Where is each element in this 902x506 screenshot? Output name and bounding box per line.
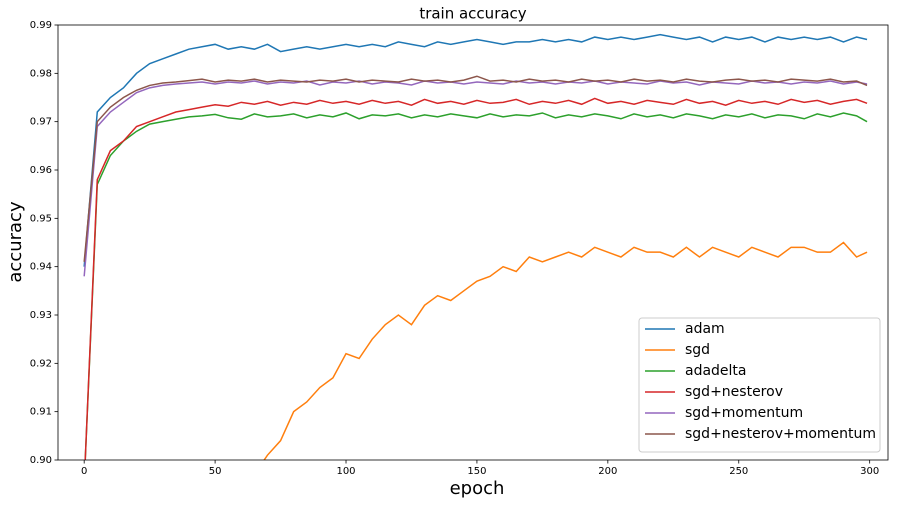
y-tick-label: 0.99 [30,20,52,31]
x-axis-label: epoch [450,478,505,499]
y-tick-label: 0.98 [30,68,52,79]
y-tick-label: 0.97 [30,117,52,128]
y-tick-label: 0.95 [30,213,52,224]
x-tick-label: 50 [209,466,222,477]
x-tick-label: 150 [467,466,486,477]
y-tick-label: 0.90 [30,455,52,466]
y-tick-label: 0.92 [30,358,52,369]
legend-label: sgd+momentum [685,405,803,421]
x-tick-label: 300 [860,466,879,477]
chart-title: train accuracy [419,5,526,23]
series-line [263,241,868,460]
legend-box [638,317,881,453]
legend-label: sgd+nesterov [685,384,783,400]
y-tick-label: 0.93 [30,310,52,321]
series-line [83,80,868,277]
x-tick-label: 100 [336,466,355,477]
series-line [84,97,868,460]
y-axis-label: accuracy [5,201,26,283]
series-line [83,75,868,262]
legend-label: adam [685,321,725,337]
plot-lines [83,33,868,460]
legend-label: sgd [685,342,710,358]
legend-label: sgd+nesterov+momentum [685,426,876,442]
x-tick-label: 250 [729,466,748,477]
y-tick-label: 0.96 [30,165,52,176]
plot-frame [57,24,889,461]
series-line [83,33,868,267]
x-tick-label: 200 [598,466,617,477]
legend-label: adadelta [685,363,747,379]
y-tick-label: 0.91 [30,407,52,418]
series-line [84,112,868,460]
x-tick-label: 0 [81,466,87,477]
y-tick-label: 0.94 [30,262,52,273]
